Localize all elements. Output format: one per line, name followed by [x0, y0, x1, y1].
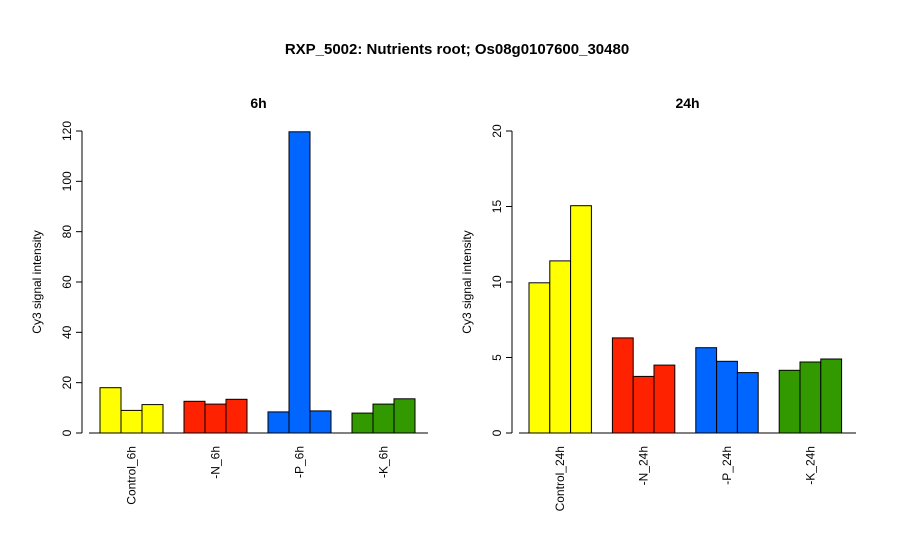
y-tick-label: 10 — [490, 275, 504, 289]
y-tick-label: 60 — [60, 275, 74, 289]
bar--N_6h-2 — [204, 403, 227, 434]
bar--P_24h-3 — [736, 372, 759, 434]
bar-Control_24h-1 — [528, 282, 551, 434]
y-tick-label: 0 — [60, 429, 74, 436]
bar--K_24h-3 — [820, 358, 843, 434]
bar--N_24h-2 — [632, 375, 655, 434]
y-tick-label: 20 — [60, 376, 74, 390]
bar--P_24h-2 — [716, 360, 738, 434]
x-category-label: Control_6h — [125, 446, 139, 505]
bar-Control_6h-3 — [141, 404, 164, 434]
bar--N_24h-1 — [611, 337, 634, 434]
y-tick-label: 40 — [60, 325, 74, 339]
panel-title: 6h — [250, 95, 266, 111]
chart-title: RXP_5002: Nutrients root; Os08g0107600_3… — [285, 41, 629, 58]
bar--K_6h-1 — [351, 412, 374, 434]
bar--P_6h-2 — [288, 131, 311, 434]
x-category-label: -P_6h — [293, 446, 307, 478]
bar--P_6h-3 — [309, 410, 332, 434]
bar--P_24h-1 — [695, 347, 718, 434]
bar--P_6h-1 — [267, 411, 290, 434]
bar--N_6h-1 — [183, 400, 206, 434]
bar--K_6h-2 — [372, 403, 395, 434]
y-tick-label: 120 — [60, 121, 74, 141]
panel-6h: 6h 0 20 40 60 80 100 120 Cy3 signal intensity Con… — [30, 95, 428, 505]
x-category-label: Control_24h — [553, 446, 567, 511]
y-tick-label: 15 — [490, 200, 504, 214]
bar-Control_6h-2 — [120, 409, 143, 434]
x-category-label: -N_24h — [637, 446, 651, 485]
y-tick-label: 20 — [490, 124, 504, 138]
x-category-label: -N_6h — [209, 446, 223, 479]
bar-Control_24h-2 — [549, 260, 572, 434]
bar--K_24h-1 — [778, 369, 801, 434]
bar-Control_6h-1 — [99, 387, 122, 434]
y-tick-label: 80 — [60, 225, 74, 239]
panel-title: 24h — [675, 95, 699, 111]
bar--N_24h-3 — [653, 364, 676, 434]
x-category-label: -P_24h — [720, 446, 734, 485]
y-axis-label: Cy3 signal intensity — [460, 230, 474, 333]
y-tick-label: 0 — [490, 429, 504, 436]
panel-24h: 24h 0 5 10 15 20 Cy3 signal intensity Control_2… — [460, 95, 856, 511]
bar--K_6h-3 — [393, 398, 416, 434]
y-tick-label: 5 — [490, 354, 504, 361]
bar--K_24h-2 — [799, 361, 822, 434]
x-category-label: -K_6h — [377, 446, 391, 478]
bar--N_6h-3 — [225, 398, 248, 434]
x-category-label: -K_24h — [803, 446, 817, 485]
y-tick-label: 100 — [60, 171, 74, 191]
bar-Control_24h-3 — [570, 205, 592, 434]
y-axis-label: Cy3 signal intensity — [30, 230, 44, 333]
